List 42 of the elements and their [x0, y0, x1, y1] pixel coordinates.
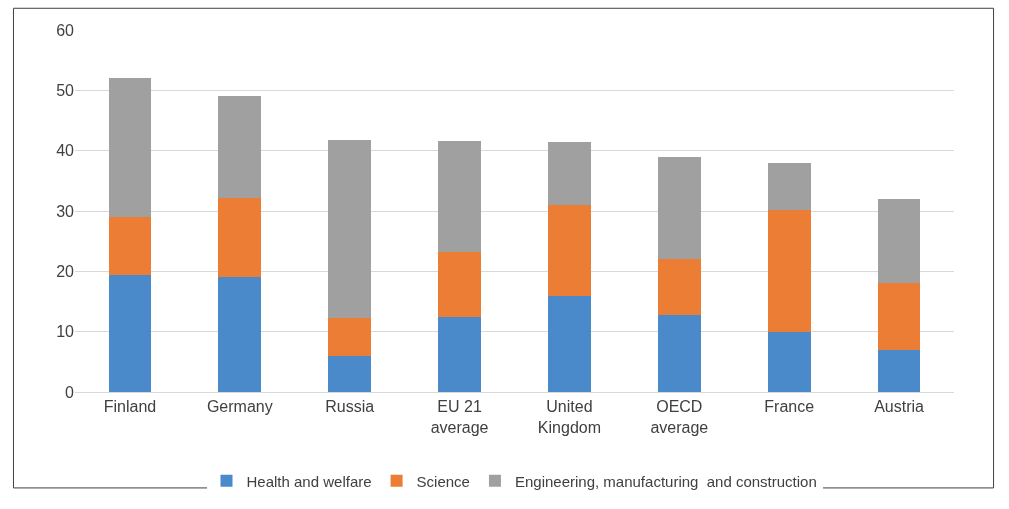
- x-tick-label: OECD average: [650, 398, 709, 436]
- bar: [218, 277, 262, 392]
- bar: [657, 157, 701, 259]
- bar: [328, 317, 372, 357]
- x-tick-label: Finland: [103, 398, 157, 416]
- x-tick-label: France: [764, 398, 815, 416]
- legend-label: Engineering, manufacturing and construction: [514, 472, 817, 490]
- y-tick-label: 60: [56, 21, 75, 39]
- bar: [657, 258, 701, 315]
- bar: [328, 356, 372, 392]
- bar: [877, 198, 921, 284]
- bar: [548, 204, 591, 297]
- y-tick-label: 30: [56, 202, 75, 220]
- bar: [438, 252, 481, 317]
- bar: [108, 78, 152, 218]
- bar: [438, 141, 481, 253]
- x-tick-label: Germany: [206, 398, 273, 416]
- bar: [548, 296, 591, 392]
- x-tick-label: EU 21 average: [430, 398, 489, 436]
- y-tick-label: 10: [56, 323, 75, 341]
- x-tick-label: Austria: [874, 398, 925, 416]
- bar: [877, 349, 921, 392]
- y-tick-label: 40: [56, 142, 75, 160]
- y-tick-label: 20: [56, 262, 75, 280]
- bar: [108, 274, 152, 392]
- bar: [218, 96, 262, 199]
- bar: [657, 314, 701, 392]
- bar: [877, 283, 921, 350]
- bar: [218, 198, 262, 278]
- bar: [328, 139, 372, 318]
- bar: [767, 209, 811, 333]
- legend-label: Health and welfare: [246, 472, 372, 490]
- y-tick-label: 50: [56, 81, 75, 99]
- x-tick-label: United Kingdom: [537, 398, 602, 436]
- bar: [767, 163, 811, 210]
- bar: [548, 142, 591, 205]
- y-tick-label: 0: [65, 383, 75, 401]
- bar: [767, 332, 811, 392]
- bar: [438, 316, 481, 392]
- bar: [108, 217, 152, 275]
- x-tick-label: Russia: [325, 398, 375, 416]
- legend-label: Science: [416, 472, 470, 490]
